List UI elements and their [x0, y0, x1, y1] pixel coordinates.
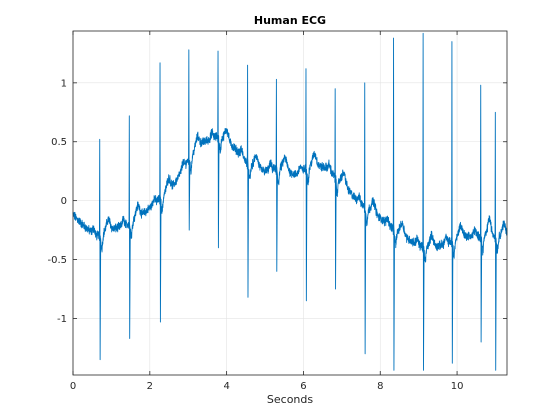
plot-area [73, 31, 507, 375]
x-tick-label: 6 [300, 381, 306, 392]
grid-lines [72, 31, 507, 375]
x-tick-label: 8 [377, 381, 383, 392]
x-axis-label: Seconds [267, 393, 313, 406]
y-tick-label: -0.5 [47, 255, 67, 266]
x-tick-label: 0 [70, 381, 76, 392]
y-tick-label: 0.5 [51, 137, 67, 148]
ecg-signal-line [72, 32, 508, 371]
y-tick-label: 1 [61, 78, 67, 89]
chart-title: Human ECG [254, 14, 326, 27]
x-tick-label: 4 [223, 381, 229, 392]
y-tick-label: 0 [61, 196, 67, 207]
y-tick-label: -1 [57, 314, 67, 325]
axis-ticks: 0 2 4 6 8 10 -1 -0.5 0 0.5 1 [47, 31, 507, 392]
axes-box [72, 30, 508, 376]
x-tick-label: 2 [147, 381, 153, 392]
signal-layer [72, 32, 508, 371]
x-tick-label: 10 [451, 381, 464, 392]
